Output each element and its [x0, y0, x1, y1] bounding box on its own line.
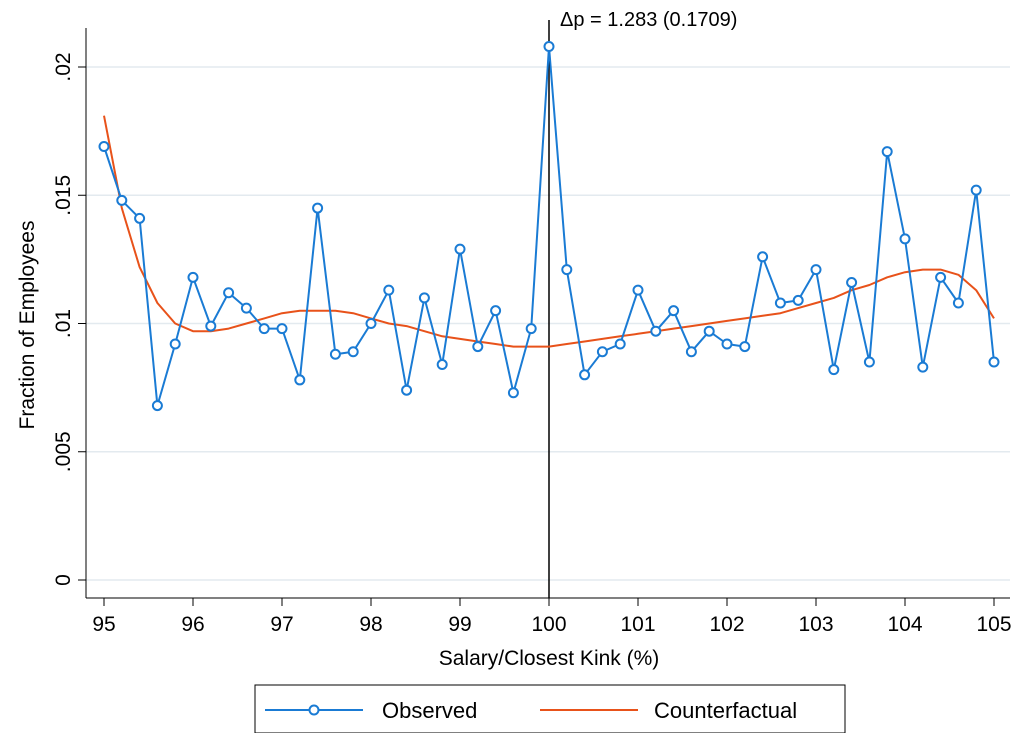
series-observed-point — [846, 276, 858, 288]
series-observed-point — [329, 348, 341, 360]
series-observed-point — [810, 264, 822, 276]
series-observed-point — [721, 338, 733, 350]
series-observed-point — [757, 251, 769, 263]
series-observed-point — [881, 146, 893, 158]
series-observed-point — [187, 271, 199, 283]
series-observed-point — [543, 40, 555, 52]
series-counterfactual-line — [103, 115, 995, 348]
y-tick-label: .02 — [52, 52, 75, 81]
series-observed-point — [169, 338, 181, 350]
series-observed-point — [365, 318, 377, 329]
x-tick-label: 99 — [448, 613, 471, 636]
series-observed-point — [436, 359, 448, 371]
y-axis: 0 .005 .01 .015 .02 — [52, 28, 87, 598]
series-observed-point — [294, 374, 306, 386]
y-tick-label: 0 — [52, 574, 75, 586]
x-tick-label: 103 — [798, 613, 833, 636]
series-observed-point — [507, 387, 519, 399]
series-observed-point — [988, 356, 1000, 368]
series-observed-point — [899, 233, 911, 245]
series-observed-point — [792, 294, 804, 306]
series-observed-point — [98, 141, 110, 153]
y-tick-label: .015 — [52, 175, 75, 216]
series-observed-point — [223, 287, 235, 299]
series-observed-point — [828, 364, 840, 376]
series-observed-point — [739, 341, 751, 353]
series-observed-point — [632, 284, 644, 296]
series-observed-point — [383, 284, 395, 296]
series-observed-point — [454, 243, 466, 255]
series-observed-point — [774, 297, 786, 309]
legend: Observed Counterfactual — [254, 684, 846, 733]
series-observed-point — [703, 325, 715, 337]
series-observed-point — [151, 400, 163, 412]
series-observed-point — [579, 369, 591, 381]
series-observed-point — [276, 323, 288, 335]
series-observed-point — [347, 346, 359, 358]
annotation-text: Δp = 1.283 (0.1709) — [560, 9, 737, 31]
legend-counterfactual-label: Counterfactual — [654, 698, 797, 723]
series-observed-point — [401, 384, 413, 396]
series-observed-point — [134, 212, 146, 224]
series-observed-point — [418, 292, 430, 304]
x-tick-label: 97 — [270, 613, 293, 636]
x-tick-label: 95 — [92, 613, 115, 636]
legend-observed-marker — [308, 704, 320, 716]
series-observed-point — [116, 194, 128, 206]
series-observed-point — [668, 305, 680, 317]
x-tick-label: 102 — [709, 613, 744, 636]
series-observed-point — [205, 320, 217, 332]
series-observed-point — [258, 323, 270, 335]
series-observed-point — [312, 202, 324, 214]
series-observed-point — [525, 323, 537, 335]
series-observed-point — [650, 325, 662, 337]
series-observed-point — [561, 264, 573, 276]
series-observed-point — [614, 338, 626, 350]
x-tick-label: 100 — [531, 613, 566, 636]
x-tick-label: 98 — [359, 613, 382, 636]
x-tick-label: 101 — [620, 613, 655, 636]
series-observed-point — [935, 271, 947, 283]
series-observed-point — [952, 297, 964, 309]
series-observed-point — [596, 346, 608, 358]
series-observed-point — [685, 346, 697, 358]
series-observed-point — [863, 356, 875, 368]
series-observed-point — [240, 302, 252, 314]
x-tick-label: 105 — [976, 613, 1011, 636]
y-tick-label: .005 — [52, 431, 75, 472]
x-tick-label: 104 — [887, 613, 922, 636]
plot-area — [98, 40, 1000, 412]
y-axis-title: Fraction of Employees — [16, 221, 39, 430]
series-observed-point — [472, 341, 484, 353]
x-axis: 95 96 97 98 99 100 101 102 103 104 105 — [86, 597, 1012, 636]
series-observed-point — [490, 305, 502, 317]
series-observed-point — [917, 361, 929, 373]
series-observed-point — [970, 184, 982, 196]
legend-observed-label: Observed — [382, 698, 477, 723]
grid-lines — [86, 66, 1010, 581]
x-axis-title: Salary/Closest Kink (%) — [439, 647, 660, 670]
y-tick-label: .01 — [52, 309, 75, 338]
x-tick-label: 96 — [181, 613, 204, 636]
